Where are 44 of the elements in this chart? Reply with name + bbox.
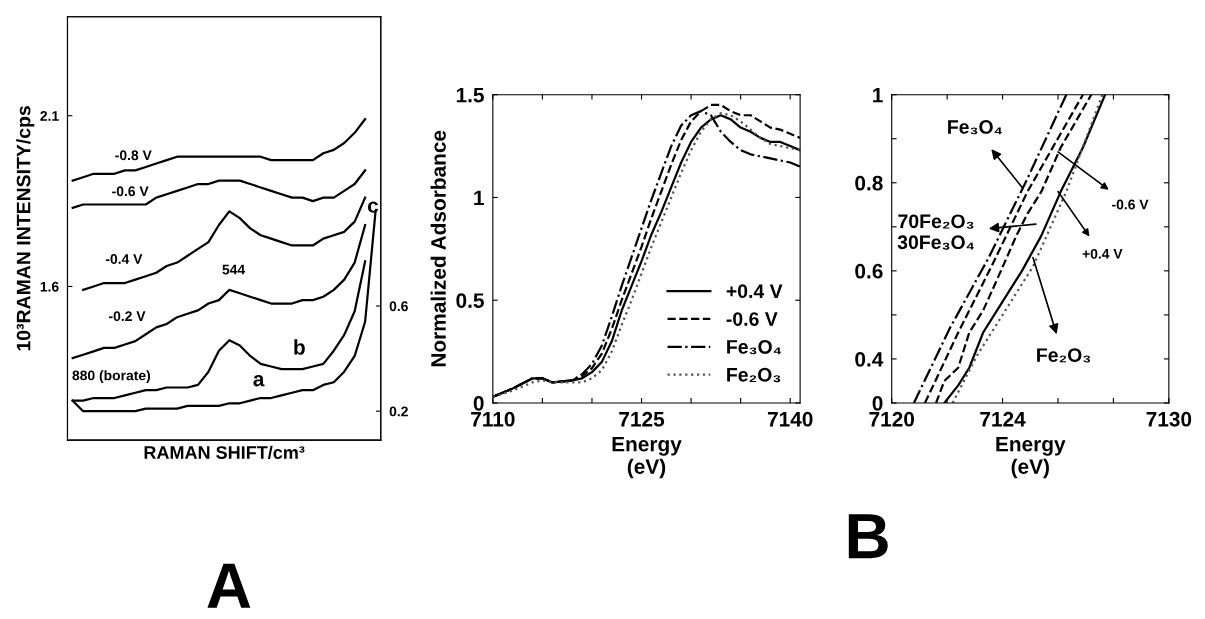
y2-tick-label: 0.6 (389, 301, 408, 312)
x-tick-label: 7120 (869, 411, 915, 427)
x-axis-title: Energy (eV) (996, 436, 1066, 479)
y-tick-label: 0.4 (855, 351, 884, 367)
y-tick-label: 1.6 (40, 281, 59, 292)
y-tick-label: 0.6 (855, 263, 883, 279)
annotation: -0.6 V (1112, 199, 1149, 210)
x-tick-label: 7110 (471, 411, 515, 427)
series-label: -0.2 V (109, 311, 146, 322)
text: A (207, 563, 251, 608)
y-tick-label: 1.5 (456, 87, 484, 103)
annotation: 70Fe₂O₃ 30Fe₃O₄ (897, 214, 974, 250)
annotation: 880 (borate) (72, 370, 151, 384)
y-tick-label: 0 (473, 395, 484, 411)
series-label: -0.8 V (115, 150, 152, 161)
y-tick-label: 1 (474, 190, 484, 206)
annotation: Fe₂O₃ (1037, 348, 1091, 363)
y-tick-label: 0 (872, 395, 883, 411)
y-tick-label: 2.1 (40, 111, 59, 121)
text: B (848, 514, 888, 559)
annotation: c (367, 201, 379, 213)
annotation: Fe₃O₄ (948, 120, 1002, 135)
series-label: -0.4 V (105, 254, 143, 264)
y-tick-label: 0.8 (855, 175, 883, 191)
series-label: a (253, 375, 265, 387)
legend-label: Fe₂O₃ (727, 367, 781, 383)
annotation: +0.4 V (1082, 248, 1123, 259)
legend-label: Fe₃O₄ (727, 340, 781, 355)
series-label: -0.6 V (112, 186, 149, 197)
y2-tick-label: 0.2 (389, 406, 408, 417)
y-tick-label: 0.5 (456, 293, 484, 308)
x-tick-label: 7124 (980, 411, 1026, 427)
x-tick-label: 7125 (619, 411, 665, 427)
series-label: b (294, 339, 305, 355)
annotation: 544 (222, 264, 246, 275)
x-axis-title: Energy (eV) (612, 436, 682, 479)
y-axis-title: 10³RAMAN INTENSITY/cps (16, 106, 35, 351)
x-tick-label: 7130 (1146, 411, 1192, 427)
legend-label: +0.4 V (726, 284, 783, 299)
y-axis-title: Normalized Adsorbance (430, 130, 446, 367)
x-tick-label: 7140 (767, 411, 813, 427)
y-tick-label: 1 (873, 87, 883, 103)
x-axis-title: RAMAN SHIFT/cm³ (144, 445, 305, 460)
legend-label: -0.6 V (726, 312, 778, 326)
